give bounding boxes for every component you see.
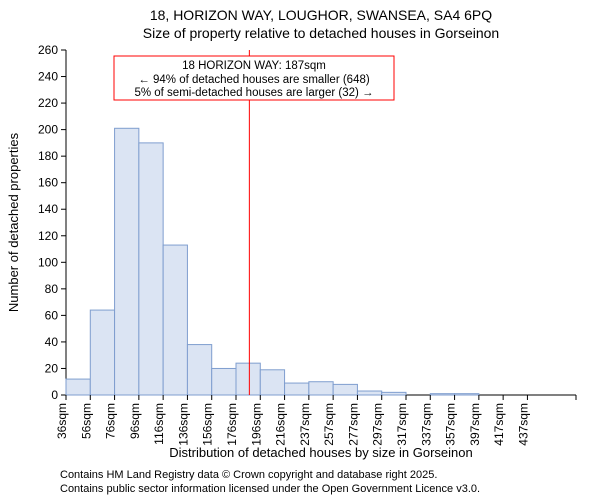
x-tick-label: 136sqm xyxy=(176,403,190,446)
x-tick-label: 437sqm xyxy=(516,403,530,446)
x-tick-label: 196sqm xyxy=(249,403,263,446)
bar xyxy=(309,382,333,395)
x-tick-label: 257sqm xyxy=(322,403,336,446)
bar xyxy=(90,310,114,395)
bar xyxy=(139,143,163,395)
annotation-line-3: 5% of semi-detached houses are larger (3… xyxy=(134,87,373,99)
title-line-2: Size of property relative to detached ho… xyxy=(143,25,499,41)
x-tick-label: 116sqm xyxy=(152,403,166,445)
y-axis-label: Number of detached properties xyxy=(6,132,21,312)
y-tick-label: 100 xyxy=(38,255,58,269)
footer-line-1: Contains HM Land Registry data © Crown c… xyxy=(60,469,437,481)
chart-container: 18, HORIZON WAY, LOUGHOR, SWANSEA, SA4 6… xyxy=(0,0,600,500)
y-tick-label: 60 xyxy=(45,308,59,322)
y-tick-label: 0 xyxy=(51,388,58,402)
x-tick-label: 337sqm xyxy=(419,403,433,446)
y-tick-label: 220 xyxy=(38,96,58,110)
bar xyxy=(430,394,454,395)
x-tick-label: 237sqm xyxy=(298,403,312,446)
x-tick-label: 277sqm xyxy=(346,403,360,446)
x-tick-label: 357sqm xyxy=(444,403,458,446)
y-tick-label: 180 xyxy=(38,149,58,163)
y-tick-label: 80 xyxy=(45,282,59,296)
y-tick-label: 120 xyxy=(38,229,58,243)
bar xyxy=(236,363,260,395)
title-line-1: 18, HORIZON WAY, LOUGHOR, SWANSEA, SA4 6… xyxy=(150,7,492,23)
bar xyxy=(357,391,381,395)
bar xyxy=(187,345,211,395)
bar xyxy=(66,379,90,395)
x-tick-label: 297sqm xyxy=(371,403,385,446)
x-tick-label: 56sqm xyxy=(79,403,93,439)
bar xyxy=(260,370,284,395)
bars-group xyxy=(66,128,479,395)
y-tick-label: 20 xyxy=(45,361,59,375)
x-tick-label: 317sqm xyxy=(395,403,409,446)
x-tick-label: 156sqm xyxy=(201,403,215,446)
y-tick-label: 260 xyxy=(38,43,58,57)
y-tick-label: 40 xyxy=(45,335,59,349)
bar xyxy=(212,368,236,395)
x-axis-label: Distribution of detached houses by size … xyxy=(169,445,473,460)
y-tick-label: 200 xyxy=(38,123,58,137)
bar xyxy=(333,384,357,395)
x-tick-label: 76sqm xyxy=(104,403,118,439)
x-tick-label: 176sqm xyxy=(225,403,239,446)
y-tick-label: 160 xyxy=(38,176,58,190)
bar xyxy=(455,394,479,395)
x-tick-label: 36sqm xyxy=(55,403,69,439)
bar xyxy=(115,128,139,395)
x-tick-label: 96sqm xyxy=(128,403,142,439)
bar xyxy=(285,383,309,395)
footer-line-2: Contains public sector information licen… xyxy=(60,483,480,495)
x-tick-label: 216sqm xyxy=(274,403,288,446)
chart-svg: 18, HORIZON WAY, LOUGHOR, SWANSEA, SA4 6… xyxy=(0,0,600,500)
y-tick-label: 240 xyxy=(38,70,58,84)
annotation-line-1: 18 HORIZON WAY: 187sqm xyxy=(182,60,326,72)
bar xyxy=(163,245,187,395)
annotation-line-2: ← 94% of detached houses are smaller (64… xyxy=(138,74,370,86)
x-tick-label: 417sqm xyxy=(492,403,506,446)
x-tick-label: 397sqm xyxy=(468,403,482,446)
bar xyxy=(382,392,406,395)
y-tick-label: 140 xyxy=(38,202,58,216)
